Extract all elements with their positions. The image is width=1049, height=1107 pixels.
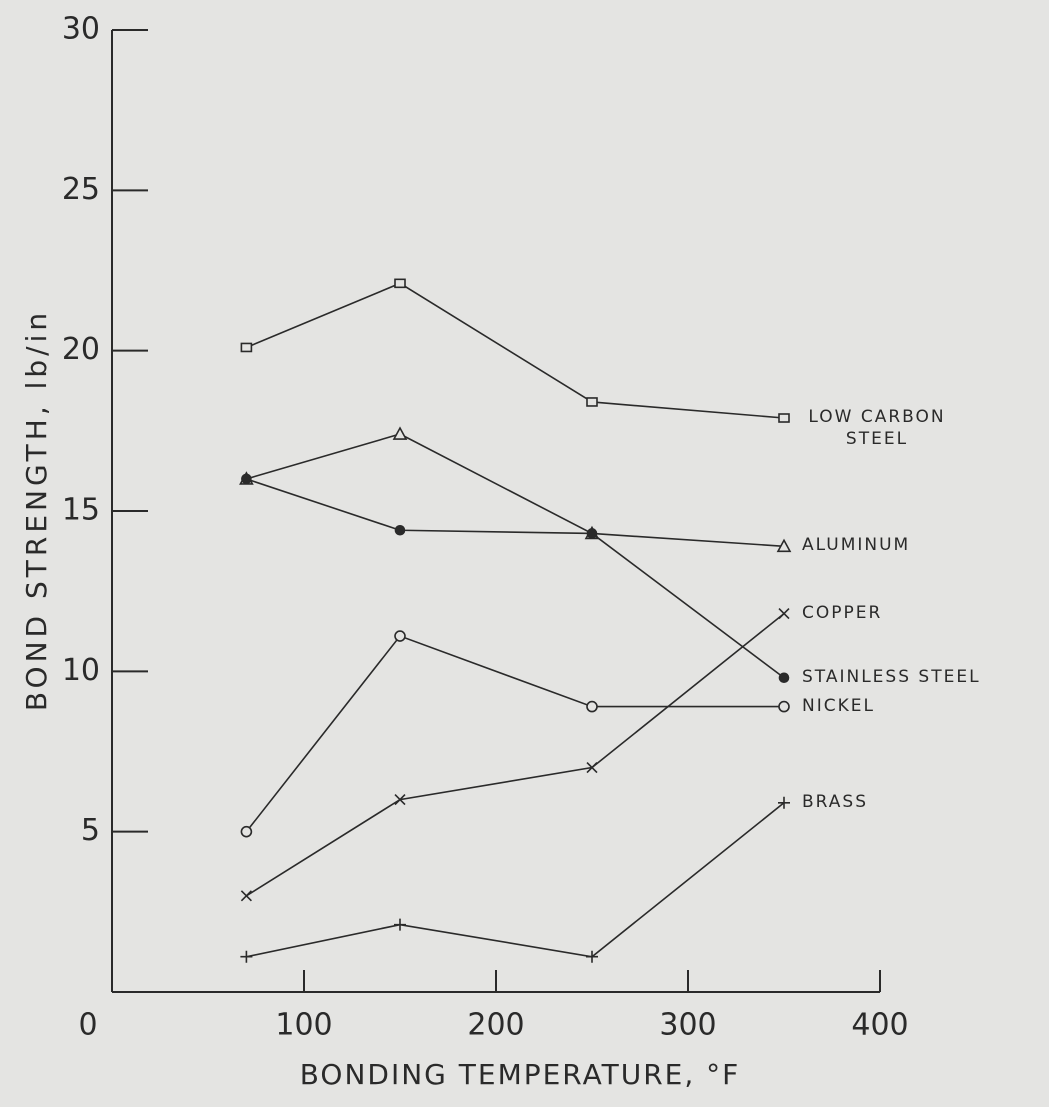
marker <box>240 342 253 353</box>
marker <box>778 608 790 620</box>
x-tick-label: 100 <box>275 1008 332 1043</box>
y-tick-label: 30 <box>62 12 100 47</box>
x-axis-title: BONDING TEMPERATURE, °F <box>300 1058 741 1091</box>
x-tick-label: 200 <box>467 1008 524 1043</box>
series-label: BRASS <box>802 791 868 812</box>
series-label: STAINLESS STEEL <box>802 666 981 687</box>
y-axis-title: BOND STRENGTH, lb/in <box>20 309 53 711</box>
series-line <box>246 433 785 548</box>
series-label: COPPER <box>802 602 883 623</box>
marker <box>240 825 253 838</box>
y-tick-label: 10 <box>62 653 100 688</box>
x-tick-label: 0 <box>78 1008 97 1043</box>
marker <box>586 397 598 407</box>
marker <box>392 426 408 440</box>
y-tick-label: 25 <box>62 172 100 207</box>
marker <box>241 473 252 485</box>
marker <box>778 796 790 809</box>
marker <box>394 278 406 289</box>
marker <box>240 950 253 963</box>
marker <box>778 672 790 684</box>
x-tick-label: 300 <box>659 1008 716 1043</box>
series-line <box>245 612 785 897</box>
marker <box>586 700 598 713</box>
marker <box>394 918 406 931</box>
marker <box>586 950 598 963</box>
y-tick-label: 15 <box>62 493 100 528</box>
marker <box>776 538 792 553</box>
marker <box>240 890 252 902</box>
marker <box>586 528 598 539</box>
series-label: ALUMINUM <box>802 535 911 556</box>
y-tick-label: 5 <box>81 813 100 848</box>
y-tick-label: 20 <box>62 332 100 367</box>
series-line <box>246 282 785 419</box>
marker <box>394 794 406 806</box>
series-line <box>246 478 785 679</box>
series-line <box>246 802 785 958</box>
series-label: LOW CARBON STEEL <box>808 407 946 449</box>
series-label: NICKEL <box>802 695 875 716</box>
marker <box>778 413 790 423</box>
marker <box>394 524 406 536</box>
x-tick-label: 400 <box>851 1008 908 1043</box>
marker <box>778 700 790 713</box>
marker <box>586 761 598 774</box>
series-line <box>245 635 784 833</box>
marker <box>394 630 406 642</box>
